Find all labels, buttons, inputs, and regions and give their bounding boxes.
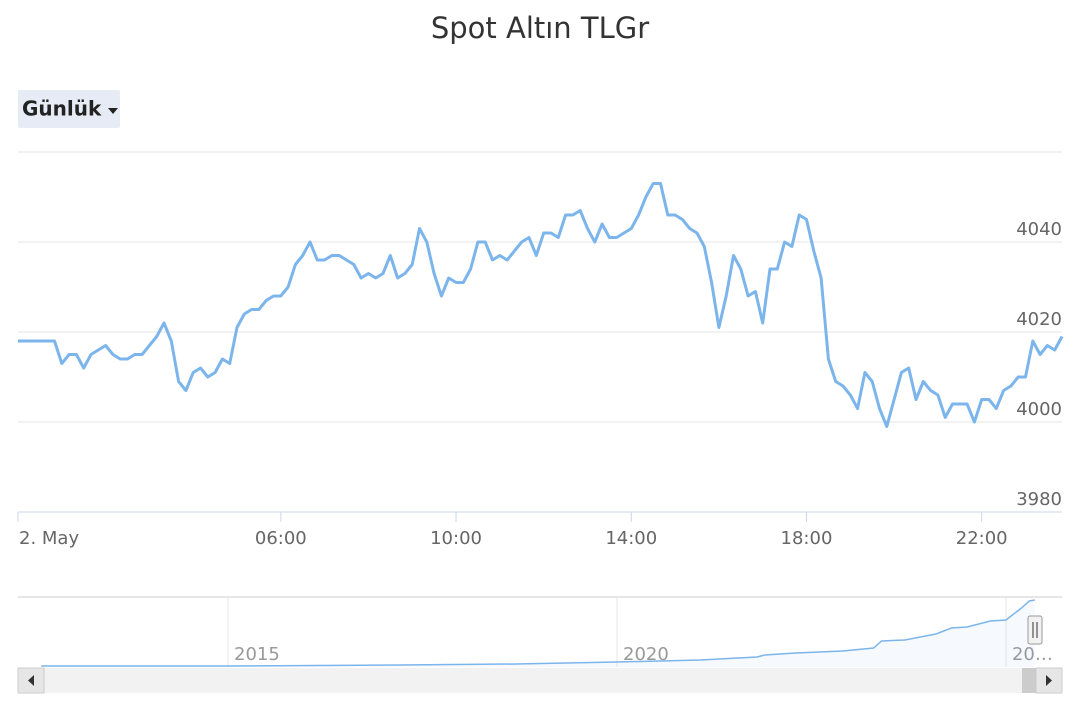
- y-tick-label: 4020: [1016, 309, 1062, 330]
- scrollbar-track[interactable]: [18, 668, 1062, 693]
- main-plot: 3980 4000 4020 4040 2. May 06:00 10:00 14:00 18:…: [17, 151, 1064, 549]
- scroll-thumb[interactable]: [1022, 668, 1036, 693]
- x-tick-label: 2. May: [19, 528, 79, 549]
- navigator-tick-label: 20…: [1012, 644, 1053, 665]
- navigator-handle[interactable]: [1027, 615, 1043, 645]
- x-tick-label: 18:00: [781, 528, 833, 549]
- navigator-tick-label: 2015: [234, 644, 280, 665]
- price-line: [18, 182, 1064, 428]
- navigator-bg: [18, 597, 1062, 667]
- x-tick-label: 22:00: [956, 528, 1008, 549]
- range-button-label[interactable]: Günlük: [22, 97, 102, 121]
- y-tick-label: 3980: [1016, 489, 1062, 510]
- navigator-area: [41, 600, 1035, 667]
- handle-grip: [1032, 622, 1038, 638]
- dropdown-caret: [108, 108, 118, 114]
- x-tick-label: 14:00: [605, 528, 657, 549]
- range-button[interactable]: [18, 90, 120, 128]
- arrow-left: [28, 675, 34, 686]
- chart-title: Spot Altın TLGr: [431, 11, 649, 45]
- arrow-right: [1046, 675, 1052, 686]
- y-tick-label: 4040: [1016, 219, 1062, 240]
- y-tick-label: 4000: [1016, 399, 1062, 420]
- x-tick-label: 10:00: [430, 528, 482, 549]
- navigator-tick-label: 2020: [623, 644, 669, 665]
- x-tick-label: 06:00: [255, 528, 307, 549]
- navigator-line: [41, 599, 1035, 667]
- navigator: 2015 2020 20…: [41, 597, 1053, 667]
